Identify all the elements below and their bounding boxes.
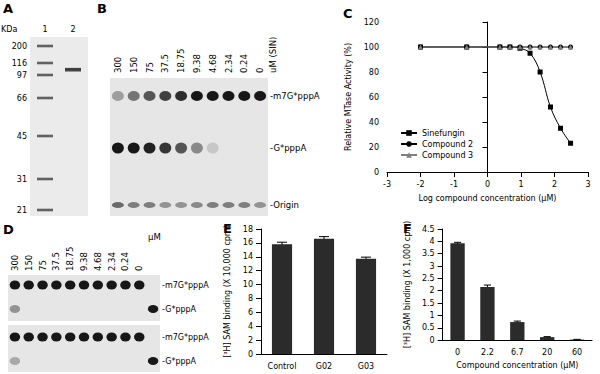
svg-text:100: 100 <box>364 43 379 52</box>
svg-text:-m7G*pppA: -m7G*pppA <box>270 91 320 101</box>
svg-text:A: A <box>3 1 13 16</box>
svg-text:300: 300 <box>113 57 123 73</box>
svg-text:[³H] SAM binding (X 10,000 cpm: [³H] SAM binding (X 10,000 cpm) <box>223 225 232 358</box>
svg-text:D: D <box>3 222 14 237</box>
svg-text:300: 300 <box>10 255 20 271</box>
svg-text:0: 0 <box>248 350 253 359</box>
svg-text:2: 2 <box>552 180 557 189</box>
svg-text:4.68: 4.68 <box>208 54 218 73</box>
svg-text:0: 0 <box>134 266 144 271</box>
svg-text:18.75: 18.75 <box>65 247 75 271</box>
svg-text:150: 150 <box>129 57 139 73</box>
svg-text:8: 8 <box>248 294 253 303</box>
svg-text:2: 2 <box>430 286 435 295</box>
svg-text:10: 10 <box>243 280 253 289</box>
svg-text:4: 4 <box>248 322 253 331</box>
svg-text:9.38: 9.38 <box>79 252 89 271</box>
svg-text:0: 0 <box>485 180 490 189</box>
svg-text:G03: G03 <box>358 362 374 371</box>
svg-text:3: 3 <box>585 180 590 189</box>
svg-text:Compound concentration (μM): Compound concentration (μM) <box>456 361 578 370</box>
svg-text:2.5: 2.5 <box>422 274 435 283</box>
svg-text:1: 1 <box>518 180 523 189</box>
svg-text:97: 97 <box>17 71 27 80</box>
svg-text:2.34: 2.34 <box>224 54 234 73</box>
svg-text:0.5: 0.5 <box>422 323 435 332</box>
svg-text:-m7G*pppA: -m7G*pppA <box>162 333 209 342</box>
svg-text:-3: -3 <box>383 180 391 189</box>
svg-text:31: 31 <box>17 175 27 184</box>
svg-text:-m7G*pppA: -m7G*pppA <box>162 281 209 290</box>
svg-text:μM: μM <box>148 232 161 242</box>
svg-text:20: 20 <box>369 143 379 152</box>
svg-text:4.5: 4.5 <box>422 225 435 234</box>
svg-text:1.5: 1.5 <box>422 299 435 308</box>
svg-text:0: 0 <box>455 348 460 357</box>
svg-text:4.68: 4.68 <box>93 252 103 271</box>
svg-text:80: 80 <box>369 68 379 77</box>
svg-text:[³H] SAM binding (X 1,000 cpm): [³H] SAM binding (X 1,000 cpm) <box>403 221 412 348</box>
svg-text:6: 6 <box>248 308 253 317</box>
svg-text:Compound 2: Compound 2 <box>422 140 473 149</box>
svg-text:18.75: 18.75 <box>176 49 186 73</box>
svg-text:37.5: 37.5 <box>51 252 61 271</box>
svg-text:21: 21 <box>17 206 27 215</box>
svg-text:-2: -2 <box>417 180 425 189</box>
svg-text:20: 20 <box>542 348 552 357</box>
svg-text:4: 4 <box>430 237 435 246</box>
svg-text:0: 0 <box>255 68 265 73</box>
svg-text:1: 1 <box>430 311 435 320</box>
svg-text:2.2: 2.2 <box>481 348 494 357</box>
svg-text:60: 60 <box>572 348 582 357</box>
svg-text:F: F <box>403 221 412 236</box>
svg-text:E: E <box>223 221 232 236</box>
svg-text:45: 45 <box>17 132 27 141</box>
svg-text:14: 14 <box>243 252 253 261</box>
svg-text:uM (SIN): uM (SIN) <box>268 37 278 73</box>
svg-text:KDa: KDa <box>1 25 17 34</box>
svg-text:0: 0 <box>374 168 379 177</box>
svg-text:-G*pppA: -G*pppA <box>162 305 197 314</box>
svg-text:-G*pppA: -G*pppA <box>270 143 306 153</box>
svg-text:40: 40 <box>369 118 379 127</box>
svg-text:6.7: 6.7 <box>511 348 524 357</box>
svg-text:3: 3 <box>430 262 435 271</box>
svg-text:2.34: 2.34 <box>107 252 117 271</box>
svg-text:12: 12 <box>243 266 253 275</box>
svg-text:150: 150 <box>24 255 34 271</box>
svg-text:18: 18 <box>243 225 253 234</box>
svg-text:Log compound concentration (μM: Log compound concentration (μM) <box>419 194 557 203</box>
svg-text:0.24: 0.24 <box>120 252 130 271</box>
svg-text:37.5: 37.5 <box>160 54 170 73</box>
svg-text:Compound 3: Compound 3 <box>422 151 473 160</box>
svg-text:2: 2 <box>70 25 75 34</box>
svg-text:116: 116 <box>12 59 27 68</box>
svg-text:66: 66 <box>17 94 27 103</box>
svg-text:200: 200 <box>12 42 27 51</box>
svg-text:-G*pppA: -G*pppA <box>162 357 197 366</box>
svg-text:2: 2 <box>248 336 253 345</box>
svg-text:0.24: 0.24 <box>239 54 249 73</box>
svg-text:1: 1 <box>42 25 47 34</box>
svg-text:G02: G02 <box>316 362 332 371</box>
svg-text:C: C <box>343 6 353 21</box>
svg-text:75: 75 <box>38 260 48 271</box>
svg-text:60: 60 <box>369 93 379 102</box>
svg-text:Relative MTase Activity (%): Relative MTase Activity (%) <box>344 43 353 151</box>
svg-text:16: 16 <box>243 238 253 247</box>
svg-text:Sinefungin: Sinefungin <box>422 129 465 138</box>
svg-text:9.38: 9.38 <box>192 54 202 73</box>
svg-text:75: 75 <box>145 62 155 73</box>
svg-text:120: 120 <box>364 18 379 27</box>
svg-text:0: 0 <box>430 336 435 345</box>
svg-text:-Origin: -Origin <box>270 200 299 210</box>
svg-text:B: B <box>97 1 107 16</box>
svg-text:-1: -1 <box>450 180 458 189</box>
svg-text:Control: Control <box>268 362 297 371</box>
svg-text:3.5: 3.5 <box>422 249 435 258</box>
